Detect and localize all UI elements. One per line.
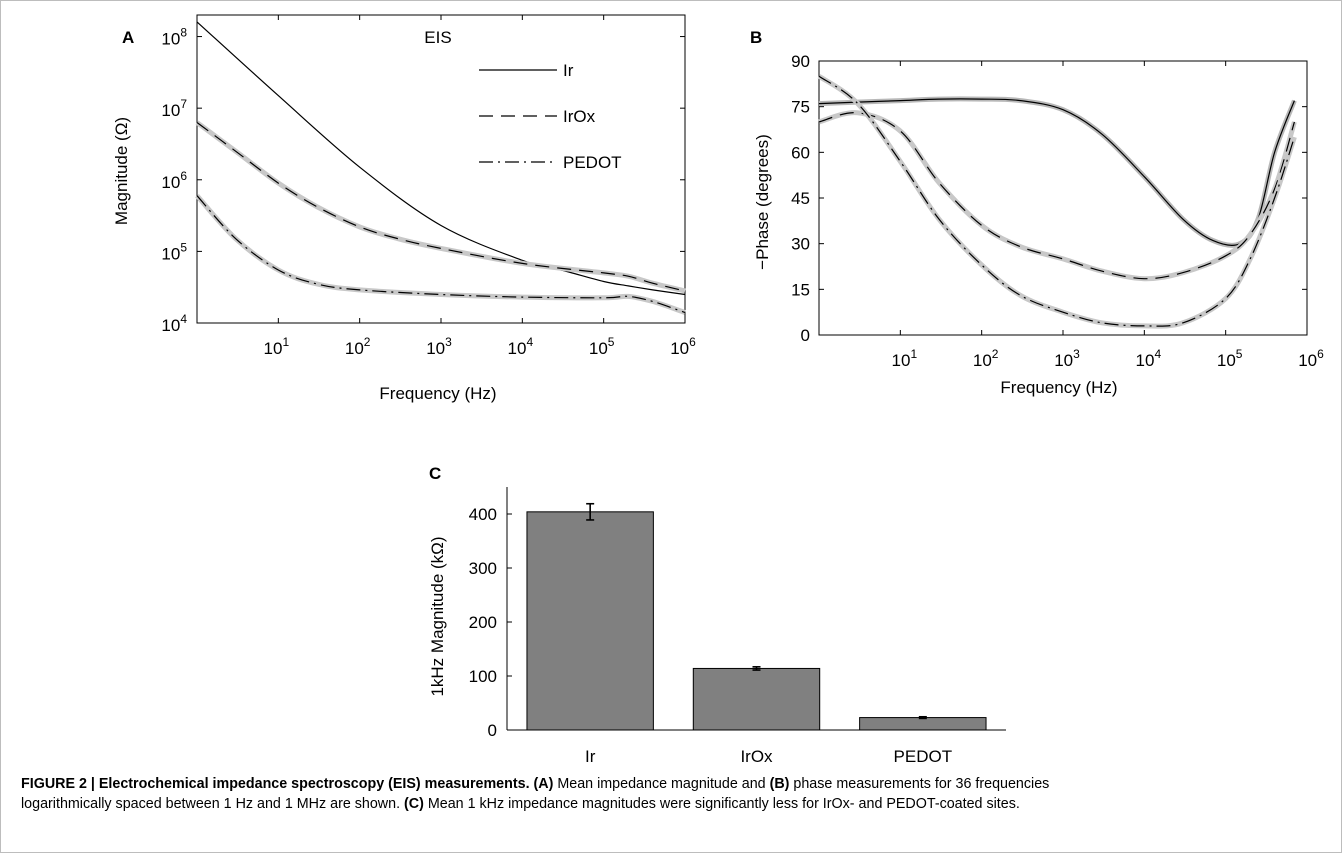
figure-plots: A EIS 101 102 103 104 105 106 104 105 106 107 108 Fre…: [112, 14, 1324, 766]
panel-a-title: EIS: [424, 28, 451, 47]
caption-ref-a: (A): [533, 776, 554, 792]
panel-a-x-label: Frequency (Hz): [379, 384, 496, 403]
panel-b-series-pedot: [818, 75, 1295, 327]
panel-c-y-label: 1kHz Magnitude (kΩ): [428, 536, 447, 696]
panel-b-y-tick-label: 15: [791, 280, 810, 299]
panel-b-y-label: −Phase (degrees): [753, 134, 772, 270]
panel-b-y-tick-label: 0: [801, 326, 810, 345]
panel-a-x-tick-label: 101: [264, 335, 290, 358]
caption-label: FIGURE 2 | Electrochemical impedance spe…: [21, 776, 530, 792]
panel-b-series-band-pedot: [817, 74, 1297, 329]
panel-b-x-tick-label: 103: [1054, 347, 1080, 370]
panel-a-series-ir: [196, 21, 686, 296]
panel-c-category-label-ir: Ir: [585, 747, 596, 766]
caption-ref-b: (B): [769, 776, 790, 792]
panel-a-letter: A: [122, 28, 134, 47]
caption-line-1: FIGURE 2 | Electrochemical impedance spe…: [21, 774, 1321, 794]
panel-b-series-band-irox: [818, 110, 1297, 282]
panel-a-x-tick-label: 105: [589, 335, 615, 358]
panel-c-y-tick-label: 100: [469, 667, 497, 686]
panel-b-letter: B: [750, 28, 762, 47]
panel-a-series-band-pedot: [195, 194, 686, 315]
panel-a-x-tick-label: 104: [508, 335, 534, 358]
panel-a-x-tick-label: 103: [426, 335, 452, 358]
panel-c-category-label-irox: IrOx: [740, 747, 773, 766]
panel-a-x-tick-label: 102: [345, 335, 371, 358]
panel-c-y-tick-label: 0: [488, 721, 497, 740]
figure-caption: FIGURE 2 | Electrochemical impedance spe…: [21, 774, 1321, 814]
panel-a-y-tick-label: 106: [161, 169, 187, 192]
caption-text-3: logarithmically spaced between 1 Hz and …: [21, 796, 405, 812]
panel-b-x-tick-label: 106: [1298, 347, 1324, 370]
caption-text-4: Mean 1 kHz impedance magnitudes were sig…: [423, 796, 1020, 812]
panel-a-y-tick-label: 104: [161, 312, 187, 335]
panel-a-y-tick-label: 105: [161, 240, 187, 263]
caption-ref-c: (C): [404, 796, 424, 812]
panel-b-y-tick-label: 45: [791, 189, 810, 208]
panel-c-category-label-pedot: PEDOT: [894, 747, 953, 766]
panel-b-y-tick-label: 90: [791, 52, 810, 71]
panel-b-x-tick-label: 105: [1217, 347, 1243, 370]
caption-line-2: logarithmically spaced between 1 Hz and …: [21, 794, 1321, 814]
panel-b-x-tick-label: 101: [892, 347, 918, 370]
panel-b-y-tick-label: 75: [791, 98, 810, 117]
panel-a-legend-label-irox: IrOx: [563, 107, 596, 126]
panel-c-y-tick-label: 400: [469, 505, 497, 524]
panel-c-letter: C: [429, 464, 441, 483]
caption-text-2: phase measurements for 36 frequencies: [789, 776, 1050, 792]
panel-b-y-tick-label: 30: [791, 235, 810, 254]
panel-c-bar-pedot: [859, 717, 987, 731]
panel-a-x-tick-label: 106: [670, 335, 696, 358]
panel-c-y-tick-label: 300: [469, 559, 497, 578]
panel-c-bar-ir: [526, 511, 654, 731]
panel-c-y-tick-label: 200: [469, 613, 497, 632]
panel-b-x-label: Frequency (Hz): [1000, 378, 1117, 397]
caption-text-1: Mean impedance magnitude and: [553, 776, 770, 792]
panel-c-bar-irox: [692, 667, 821, 731]
panel-a-legend-label-ir: Ir: [563, 61, 574, 80]
panel-b-series-irox: [818, 112, 1295, 280]
panel-b-y-tick-label: 60: [791, 143, 810, 162]
panel-b-x-tick-label: 104: [1136, 347, 1162, 370]
panel-a-series-irox: [196, 122, 686, 292]
panel-a-legend-label-pedot: PEDOT: [563, 153, 622, 172]
panel-a-y-tick-label: 108: [161, 26, 187, 49]
panel-b-x-tick-label: 102: [973, 347, 999, 370]
panel-a-y-tick-label: 107: [161, 97, 187, 120]
panel-a-y-label: Magnitude (Ω): [112, 117, 131, 225]
